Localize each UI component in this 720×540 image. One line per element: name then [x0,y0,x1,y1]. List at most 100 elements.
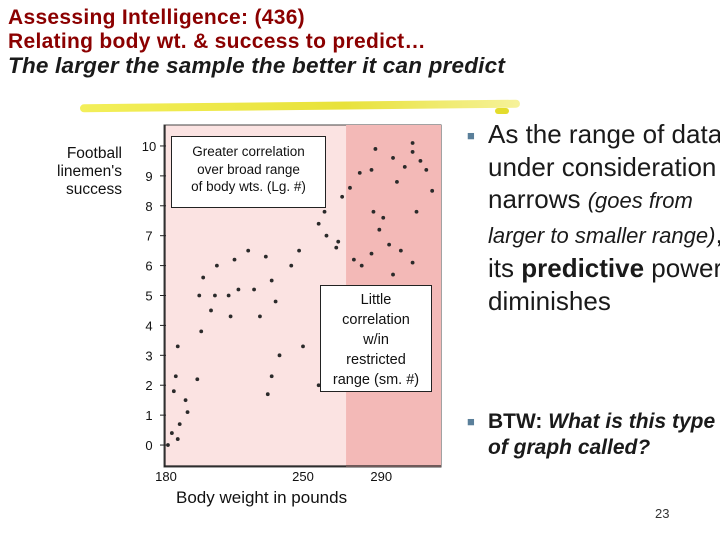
x-tick-label: 290 [370,469,392,484]
data-point [371,209,376,214]
data-point [348,185,352,190]
data-point [169,431,174,435]
data-point [185,410,190,415]
data-point [226,293,231,298]
data-point [351,257,356,262]
data-point [183,398,188,403]
data-point [373,147,378,151]
y-tick-label: 6 [145,259,152,274]
data-point [277,353,282,358]
x-tick-label: 180 [155,469,177,484]
data-point [334,245,339,250]
data-point [316,383,321,388]
callout-broad-range: Greater correlation over broad range of … [171,136,326,208]
data-point [197,293,202,298]
data-point [236,287,241,292]
slide-title-block: Assessing Intelligence: (436) Relating b… [8,6,720,78]
data-point [377,227,382,232]
bullet-range-its: , its [488,219,720,284]
y-tick-label: 7 [145,229,152,244]
data-point [209,308,213,313]
bullet-range-end: power diminishes [488,253,720,316]
data-point [246,248,251,253]
data-point [175,437,180,441]
data-point [213,293,217,298]
slide-title-line-2: Relating body wt. & success to predict… [8,30,426,53]
data-point [301,344,305,349]
data-point [171,389,176,394]
x-axis-ticks: 180 250 290 [155,469,392,484]
data-point [369,251,374,256]
x-axis-label: Body weight in pounds [176,488,348,507]
data-point [199,329,204,334]
data-point [269,374,274,379]
y-tick-label: 9 [145,169,152,184]
data-point [173,374,178,379]
data-point [430,188,435,193]
callout-restricted-line-5: range (sm. #) [332,372,420,388]
y-tick-label: 1 [145,408,152,423]
data-point [316,221,321,226]
callout-restricted-line-4: restricted [346,352,406,368]
data-point [195,377,200,382]
y-tick-label: 3 [145,348,152,363]
data-point [232,257,237,262]
data-point [359,263,364,268]
data-point [263,254,268,259]
data-point [214,263,219,268]
bullet-btw-question: What is this type of graph called? [488,410,716,459]
bullet-range-italic: (goes from larger to smaller range) [488,188,716,248]
data-point [410,141,415,145]
y-tick-label: 2 [145,378,152,393]
y-tick-label: 8 [145,199,152,214]
slide-title-line-1: Assessing Intelligence: (436) [8,6,305,29]
y-axis-ticks: 0 1 2 3 4 5 6 7 8 9 10 [142,139,166,453]
data-point [297,248,301,253]
callout-broad-line-1: Greater correlation [192,144,305,159]
data-point [424,167,429,172]
data-point [402,164,407,169]
data-point [398,248,403,253]
callout-broad-line-2: over broad range [197,161,300,177]
data-point [395,179,399,184]
data-point [369,167,374,172]
highlight-underline-end [495,108,509,114]
y-tick-label: 4 [145,318,152,333]
data-point [391,272,395,277]
bullet-btw-prefix: BTW: [488,410,543,433]
callout-restricted-line-3: w/in [363,332,389,348]
bullet-btw: BTW: What is this type of graph called? [488,409,718,461]
data-point [381,215,386,220]
data-point [273,299,278,304]
data-point [258,314,262,319]
data-point [175,344,180,349]
data-point [289,263,294,268]
data-point [410,150,415,154]
data-point [201,275,206,280]
callout-broad-line-3: of body wts. (Lg. #) [191,179,306,194]
callout-restricted-line-1: Little [360,292,392,308]
bullet-range-bold: predictive [521,253,645,283]
data-point [357,170,362,175]
data-point [324,233,329,238]
bullet-square-icon: ■ [467,414,475,429]
data-point [166,443,170,447]
y-tick-label: 10 [142,139,156,154]
callout-restricted-range: Little correlation w/in restricted range… [320,285,432,392]
y-tick-label: 0 [145,438,152,453]
x-tick-label: 250 [292,469,314,484]
data-point [418,159,423,163]
y-axis-label: Football linemen's success [57,145,122,198]
data-point [252,287,256,292]
y-tick-label: 5 [145,289,152,304]
bullet-range: As the range of data under consideration… [488,118,720,317]
data-point [269,278,274,283]
data-point [336,239,341,244]
page-number: 23 [655,506,670,521]
data-point [322,209,327,214]
data-point [410,260,415,265]
slide-subtitle: The larger the sample the better it can … [8,53,506,78]
data-point [387,242,392,247]
callout-restricted-line-2: correlation [342,312,410,328]
data-point [414,209,419,214]
